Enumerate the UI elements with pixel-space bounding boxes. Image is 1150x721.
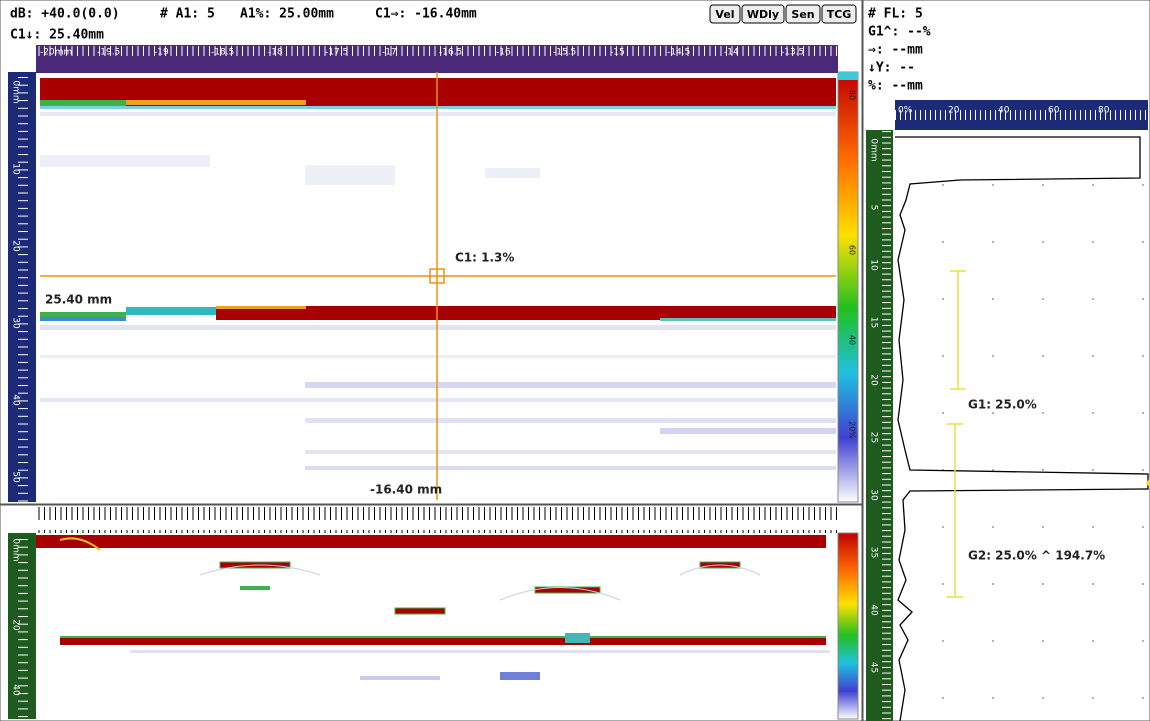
- ruler-label: 20: [11, 240, 21, 252]
- ruler-label: 10: [869, 259, 879, 271]
- header-field: A1%: 25.00mm: [240, 7, 334, 22]
- ruler-label: 80: [848, 90, 857, 100]
- ascan-grid: [895, 130, 1148, 721]
- ruler-label: 20: [948, 106, 960, 116]
- ruler-label: -15: [610, 48, 625, 58]
- gate-label: G2: 25.0% ^ 194.7%: [968, 549, 1105, 563]
- ruler-label: 40: [11, 684, 21, 696]
- ruler-ticks: [8, 72, 36, 502]
- ruler-label: -19.5: [97, 48, 120, 58]
- bscan-image: [40, 73, 836, 501]
- ruler-label: 0mm: [11, 538, 21, 561]
- button: TCG: [827, 8, 852, 21]
- ruler-label: 40: [998, 106, 1010, 116]
- ruler-label: 80: [1098, 106, 1110, 116]
- ruler-label: -18.5: [211, 48, 234, 58]
- header-line: C1↓: 25.40mm: [10, 28, 104, 43]
- header-field: C1⇒: -16.40mm: [375, 7, 477, 22]
- header-field: dB: +40.0(0.0): [10, 7, 120, 22]
- readouts: # FL: 5 G1^: --% ⇒: --mm ↓Y: -- %: --mm: [868, 7, 931, 94]
- ruler-label: 20%: [848, 421, 857, 439]
- ruler-label: 60: [848, 245, 857, 255]
- button: WDly: [747, 8, 779, 21]
- ruler-label: 0mm: [11, 80, 21, 103]
- readout: ↓Y: --: [868, 61, 915, 76]
- ruler-ticks: [36, 507, 838, 533]
- color-scale-top: [838, 72, 858, 80]
- ruler-label: -16.5: [439, 48, 462, 58]
- ruler-ticks: [866, 130, 893, 721]
- ruler-label: -15.5: [553, 48, 576, 58]
- ruler-label: 35: [869, 547, 879, 558]
- ruler-ticks: [895, 100, 1148, 130]
- cursor-label: -16.40 mm: [370, 483, 442, 497]
- ruler-label: -16: [496, 48, 511, 58]
- ruler-label: -17: [382, 48, 397, 58]
- ruler-label: 40: [869, 604, 879, 616]
- ruler-label: -19: [154, 48, 169, 58]
- ruler-label: -17.5: [325, 48, 348, 58]
- ruler-label: 20: [11, 619, 21, 631]
- button: Sen: [791, 8, 814, 21]
- header-field: # A1: 5: [160, 7, 215, 22]
- ruler-label: 60: [1048, 106, 1060, 116]
- ruler-label: 10: [11, 163, 21, 175]
- gate-label: G1: 25.0%: [968, 398, 1037, 412]
- ut-screen: dB: +40.0(0.0) # A1: 5 A1%: 25.00mm C1⇒: -1…: [0, 0, 1150, 721]
- readout: G1^: --%: [868, 25, 931, 40]
- ruler-label: 30: [869, 489, 879, 501]
- ruler-label: 45: [869, 662, 879, 673]
- ruler-label: -13.5: [781, 48, 804, 58]
- readout: # FL: 5: [868, 7, 923, 22]
- ruler-label: 15: [869, 317, 879, 328]
- cursor-label: 25.40 mm: [45, 293, 112, 307]
- cursor-label: C1: 1.3%: [455, 251, 514, 265]
- buttons: Vel WDly Sen TCG: [710, 5, 856, 23]
- ruler-label: 5: [869, 205, 879, 211]
- ruler-label: -14: [724, 48, 739, 58]
- ruler-label: -14.5: [667, 48, 690, 58]
- ruler-label: 0%: [898, 106, 913, 116]
- readout: %: --mm: [868, 79, 923, 94]
- header: dB: +40.0(0.0) # A1: 5 A1%: 25.00mm C1⇒: -1…: [10, 7, 477, 22]
- ruler-label: -18: [268, 48, 283, 58]
- ruler-label: 40: [848, 335, 857, 345]
- button: Vel: [715, 8, 734, 21]
- readout: ⇒: --mm: [868, 43, 923, 58]
- ruler-label: 0mm: [869, 138, 879, 161]
- ruler-label: 25: [869, 432, 879, 443]
- color-scale: [838, 533, 858, 719]
- ruler-label: 30: [11, 317, 21, 329]
- ruler-label: 20: [869, 374, 879, 386]
- ruler-label: 40: [11, 394, 21, 406]
- ruler-label: 50: [11, 471, 21, 483]
- ruler-label: -20mm: [40, 48, 72, 58]
